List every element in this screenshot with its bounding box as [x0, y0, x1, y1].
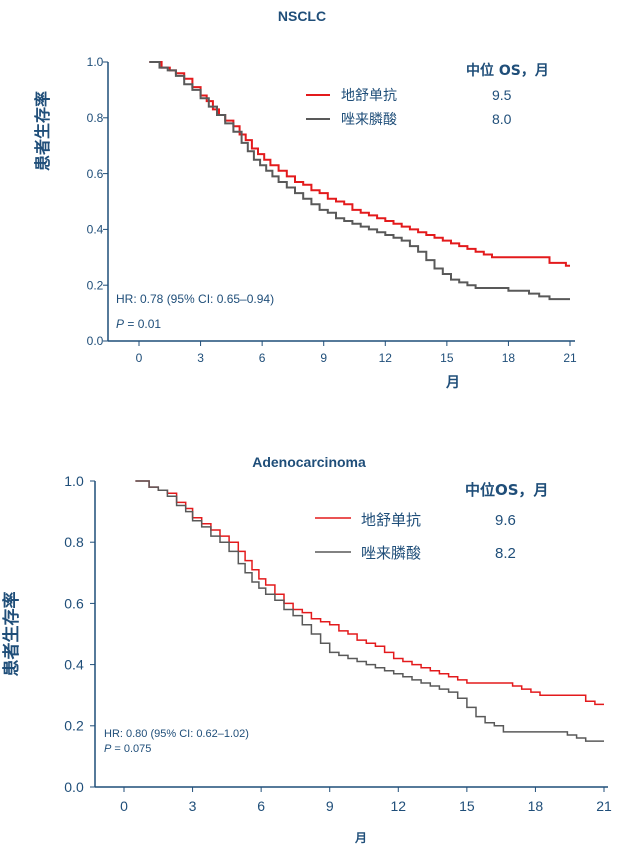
p-label: P: [116, 317, 124, 331]
hr-text: HR: 0.78 (95% CI: 0.65–0.94): [116, 292, 274, 306]
y-tick-label: 0.6: [87, 167, 104, 181]
y-tick-labels: 0.0 0.2 0.4 0.6 0.8 1.0: [64, 473, 84, 795]
series-zoledronic-curve: [149, 61, 570, 301]
x-tick-label: 0: [120, 798, 128, 814]
x-tick-label: 15: [459, 798, 475, 814]
x-tick-label: 3: [189, 798, 197, 814]
p-value-text: P = 0.01: [116, 317, 161, 331]
y-tick-label: 1.0: [87, 55, 104, 69]
legend-header: 中位OS，月: [465, 481, 549, 499]
y-tick-label: 0.8: [64, 534, 84, 550]
series-zoledronic-curve: [135, 480, 604, 742]
x-tick-label: 21: [563, 351, 577, 365]
y-tick-labels: 0.0 0.2 0.4 0.6 0.8 1.0: [87, 55, 104, 348]
median-zoledronic: 8.2: [495, 545, 516, 562]
y-tick-label: 0.8: [87, 111, 104, 125]
x-axis-label: 月: [445, 374, 460, 390]
y-tick-label: 0.0: [64, 779, 84, 795]
legend-header: 中位 OS，月: [466, 62, 549, 79]
survival-curves: [149, 61, 570, 301]
x-tick-label: 18: [502, 351, 516, 365]
x-tick-label: 0: [136, 351, 143, 365]
x-tick-label: 3: [197, 351, 204, 365]
median-zoledronic: 8.0: [492, 111, 512, 127]
y-axis-label: 患者生存率: [1, 592, 22, 677]
x-tick-label: 9: [320, 351, 327, 365]
legend-label-zoledronic: 唑来膦酸: [361, 544, 421, 562]
legend-label-denosumab: 地舒单抗: [341, 88, 397, 104]
p-value: = 0.01: [124, 317, 161, 331]
x-tick-label: 15: [440, 351, 454, 365]
p-value: = 0.075: [111, 743, 151, 755]
x-tick-label: 18: [528, 798, 544, 814]
x-tick-label: 12: [390, 798, 406, 814]
chart-title: NSCLC: [278, 8, 326, 24]
y-axis-label: 患者生存率: [33, 91, 52, 171]
x-tick-labels: 0 3 6 9 12 15 18 21: [136, 351, 577, 365]
y-tick-label: 0.0: [87, 334, 104, 348]
legend-label-zoledronic: 唑来膦酸: [341, 112, 397, 128]
y-tick-label: 0.2: [87, 278, 104, 292]
x-tick-label: 9: [326, 798, 334, 814]
x-tick-labels: 0 3 6 9 12 15 18 21: [120, 798, 612, 814]
y-tick-label: 0.6: [64, 595, 84, 611]
hr-text: HR: 0.80 (95% CI: 0.62–1.02): [104, 728, 249, 740]
x-axis-label: 月: [354, 831, 367, 845]
axes: [90, 480, 608, 792]
axes: [103, 61, 575, 346]
median-denosumab: 9.6: [495, 512, 516, 529]
legend-label-denosumab: 地舒单抗: [361, 511, 421, 529]
y-tick-label: 0.4: [87, 223, 104, 237]
x-tick-label: 21: [596, 798, 612, 814]
adenocarcinoma-chart: Adenocarcinoma 患者生存率 0 3 6 9 12 15 18 21 0.0 0.2…: [1, 454, 612, 845]
survival-curves: [135, 480, 604, 742]
chart-title: Adenocarcinoma: [252, 454, 366, 470]
p-label: P: [104, 743, 112, 755]
median-denosumab: 9.5: [492, 87, 512, 103]
x-tick-label: 6: [257, 798, 265, 814]
y-tick-label: 0.2: [64, 718, 84, 734]
y-tick-label: 0.4: [64, 657, 84, 673]
p-value-text: P = 0.075: [104, 743, 151, 755]
x-tick-label: 6: [259, 351, 266, 365]
nsclc-chart: NSCLC 患者生存率 0 3 6 9 12 15 18 21 0.0 0.2 0.4 0.6 0.8…: [33, 8, 577, 390]
x-tick-label: 12: [379, 351, 393, 365]
y-tick-label: 1.0: [64, 473, 84, 489]
